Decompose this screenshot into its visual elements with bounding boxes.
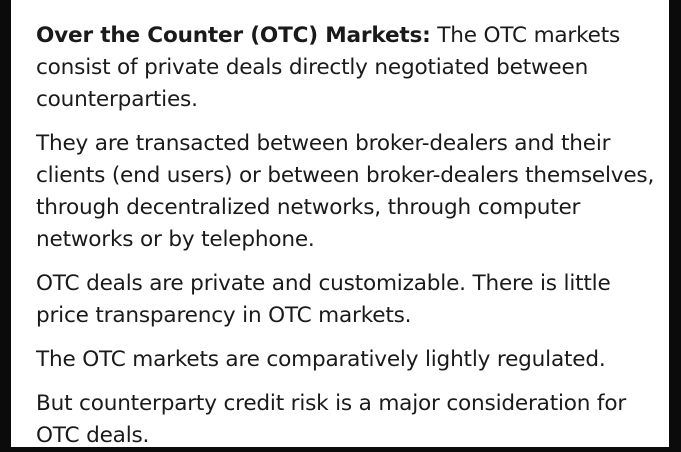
definition-text: The OTC markets consist of private deals… [36, 23, 621, 112]
slide-page: Over the Counter (OTC) Markets: The OTC … [11, 0, 669, 448]
definition-paragraph: Over the Counter (OTC) Markets: The OTC … [36, 20, 656, 116]
regulation-paragraph: The OTC markets are comparatively lightl… [36, 347, 606, 372]
transaction-paragraph: They are transacted between broker-deale… [36, 131, 655, 252]
privacy-paragraph: OTC deals are private and customizable. … [36, 271, 611, 328]
definition-term: Over the Counter (OTC) Markets: [36, 23, 431, 48]
credit-risk-paragraph: But counterparty credit risk is a major … [36, 391, 627, 448]
